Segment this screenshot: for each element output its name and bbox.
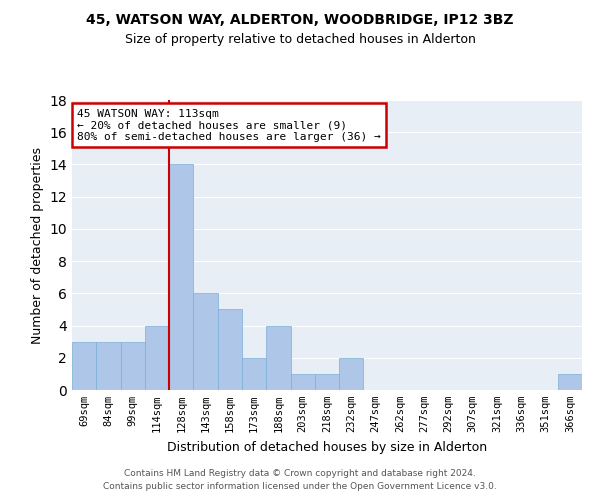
Bar: [121, 342, 145, 390]
Bar: [558, 374, 582, 390]
Text: 45 WATSON WAY: 113sqm
← 20% of detached houses are smaller (9)
80% of semi-detac: 45 WATSON WAY: 113sqm ← 20% of detached …: [77, 108, 381, 142]
X-axis label: Distribution of detached houses by size in Alderton: Distribution of detached houses by size …: [167, 440, 487, 454]
Text: Size of property relative to detached houses in Alderton: Size of property relative to detached ho…: [125, 32, 475, 46]
Text: Contains public sector information licensed under the Open Government Licence v3: Contains public sector information licen…: [103, 482, 497, 491]
Bar: [169, 164, 193, 390]
Text: 45, WATSON WAY, ALDERTON, WOODBRIDGE, IP12 3BZ: 45, WATSON WAY, ALDERTON, WOODBRIDGE, IP…: [86, 12, 514, 26]
Bar: [218, 310, 242, 390]
Y-axis label: Number of detached properties: Number of detached properties: [31, 146, 44, 344]
Bar: [72, 342, 96, 390]
Text: Contains HM Land Registry data © Crown copyright and database right 2024.: Contains HM Land Registry data © Crown c…: [124, 468, 476, 477]
Bar: [145, 326, 169, 390]
Bar: [315, 374, 339, 390]
Bar: [96, 342, 121, 390]
Bar: [290, 374, 315, 390]
Bar: [193, 294, 218, 390]
Bar: [339, 358, 364, 390]
Bar: [242, 358, 266, 390]
Bar: [266, 326, 290, 390]
